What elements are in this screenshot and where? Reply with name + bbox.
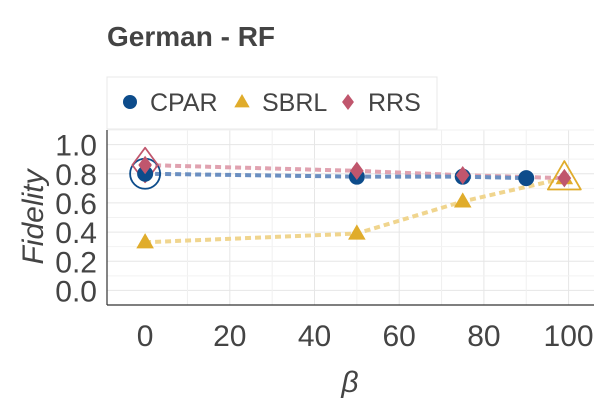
legend-marker-cpar bbox=[123, 95, 137, 109]
y-tick-label: 0.6 bbox=[55, 188, 97, 221]
x-tick-label: 0 bbox=[137, 320, 154, 353]
point-sbrl bbox=[348, 224, 366, 240]
legend-label: CPAR bbox=[150, 89, 218, 117]
x-tick-label: 100 bbox=[544, 320, 594, 353]
series-line-sbrl bbox=[145, 176, 565, 245]
y-tick-label: 1.0 bbox=[55, 130, 97, 163]
y-tick-label: 0.8 bbox=[55, 159, 97, 192]
point-sbrl bbox=[136, 233, 154, 249]
series-line-rrs bbox=[145, 163, 565, 181]
x-axis-label: β bbox=[340, 366, 358, 399]
point-rrs bbox=[138, 155, 152, 175]
x-tick-label: 40 bbox=[298, 320, 331, 353]
point-rrs bbox=[350, 161, 364, 181]
highlight-rrs bbox=[131, 146, 159, 184]
x-tick-label: 60 bbox=[383, 320, 416, 353]
y-axis-label: Fidelity bbox=[17, 167, 50, 264]
legend-marker-sbrl bbox=[234, 94, 250, 108]
series-line-cpar bbox=[145, 171, 527, 181]
legend-label: SBRL bbox=[262, 89, 327, 117]
x-tick-label: 20 bbox=[213, 320, 246, 353]
highlight-sbrl bbox=[546, 160, 582, 191]
point-cpar bbox=[518, 170, 535, 187]
point-rrs bbox=[557, 168, 572, 188]
grid bbox=[107, 129, 594, 305]
y-tick-label: 0.2 bbox=[55, 246, 97, 279]
y-tick-label: 0.0 bbox=[55, 275, 97, 308]
chart-title: German - RF bbox=[107, 21, 275, 52]
point-rrs bbox=[455, 166, 470, 185]
point-sbrl bbox=[453, 192, 472, 208]
legend-box bbox=[106, 76, 438, 130]
legend: CPAR SBRL RRS bbox=[106, 76, 438, 130]
legend-label: RRS bbox=[368, 89, 421, 117]
legend-marker-rrs bbox=[342, 93, 354, 111]
y-tick-label: 0.4 bbox=[55, 217, 97, 250]
x-tick-label: 80 bbox=[467, 320, 500, 353]
